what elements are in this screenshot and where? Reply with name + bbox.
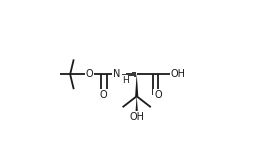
Text: O: O — [154, 90, 162, 100]
Text: H: H — [122, 76, 129, 85]
Text: O: O — [86, 69, 93, 79]
Polygon shape — [135, 74, 138, 96]
Text: OH: OH — [129, 112, 144, 122]
Text: N: N — [113, 69, 120, 79]
Text: OH: OH — [170, 69, 185, 79]
Text: O: O — [100, 90, 108, 100]
Polygon shape — [135, 96, 138, 117]
